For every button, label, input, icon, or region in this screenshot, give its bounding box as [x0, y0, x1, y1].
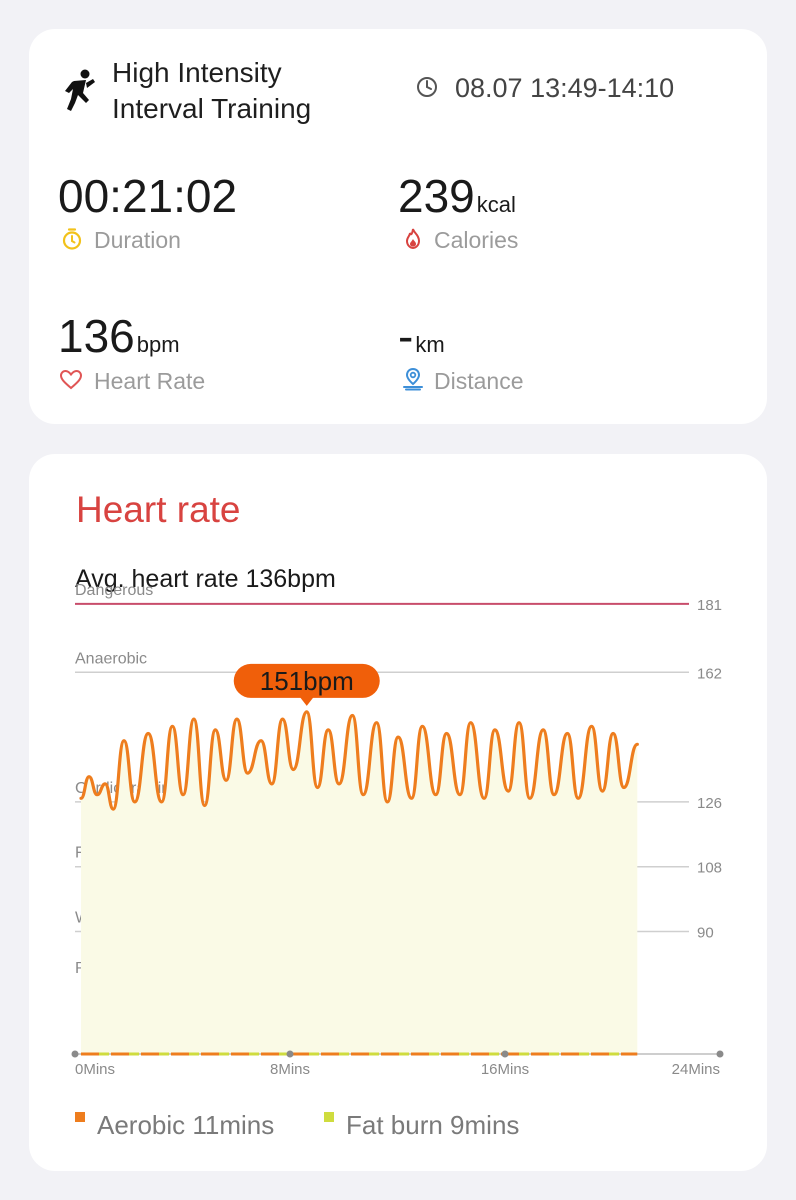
peak-tooltip: 151bpm [233, 663, 380, 706]
x-tick-dot [286, 1050, 294, 1058]
x-tick-label: 24Mins [672, 1061, 720, 1078]
calories-number: 239 [398, 170, 475, 222]
heart-rate-card: Heart rate Avg. heart rate 136bpm 181 Dan… [29, 454, 767, 1171]
heart-rate-line [79, 710, 639, 811]
legend-swatch-aerobic [75, 1112, 85, 1122]
workout-summary-card: High Intensity Interval Training 08.07 1… [29, 29, 767, 424]
heart-rate-label: Heart Rate [94, 368, 206, 394]
x-tick-label: 8Mins [270, 1061, 310, 1078]
zone-threshold-126: 126 [697, 795, 722, 812]
workout-time-range: 08.07 13:49-14:10 [455, 73, 675, 103]
zone-label-dangerous: Dangerous [75, 582, 153, 599]
x-tick-dot [501, 1050, 509, 1058]
location-pin-icon [403, 367, 423, 391]
peak-tooltip-bubble [233, 663, 380, 698]
calories-label: Calories [434, 227, 519, 253]
peak-tooltip-text: 151bpm [260, 666, 354, 696]
heart-rate-title: Heart rate [76, 489, 241, 530]
chart-area-fill [81, 711, 638, 1054]
x-tick-dot [716, 1050, 724, 1058]
zone-threshold-90: 90 [697, 925, 714, 942]
distance-label: Distance [434, 368, 524, 394]
calories-unit: kcal [476, 192, 516, 217]
clock-icon [417, 77, 437, 97]
legend-swatch-fat-burn [324, 1112, 334, 1122]
heart-rate-number: 136 [58, 310, 135, 362]
zone-label-anaerobic: Anaerobic [75, 650, 147, 667]
chart-fill [81, 711, 638, 1054]
legend-fat-burn: Fat burn 9mins [346, 1110, 520, 1140]
peak-tooltip-pointer [299, 696, 314, 706]
legend-aerobic: Aerobic 11mins [97, 1110, 275, 1140]
workout-title: High Intensity Interval Training [112, 55, 372, 127]
workout-title-line1: High Intensity [112, 57, 282, 88]
x-tick-label: 0Mins [75, 1061, 115, 1078]
x-tick-dot [71, 1050, 79, 1058]
running-person-icon [65, 69, 95, 111]
heart-rate-value: 136bpm [58, 311, 180, 370]
distance-value: -km [398, 311, 445, 370]
calories-value: 239kcal [398, 171, 516, 230]
heart-rate-unit: bpm [136, 332, 180, 357]
distance-number: - [398, 310, 414, 362]
distance-unit: km [415, 332, 445, 357]
average-heart-rate: Avg. heart rate 136bpm [75, 565, 336, 593]
heart-rate-line-group [79, 710, 639, 811]
heart-icon [59, 369, 83, 390]
zone-threshold-162: 162 [697, 665, 722, 682]
stopwatch-icon [62, 228, 82, 250]
workout-title-line2: Interval Training [112, 93, 312, 124]
duration-number: 00:21:02 [58, 170, 238, 222]
duration-label: Duration [94, 227, 181, 253]
duration-value: 00:21:02 [58, 171, 237, 221]
zone-threshold-181: 181 [697, 597, 722, 614]
x-axis: 0Mins 8Mins 16Mins 24Mins [71, 1050, 724, 1078]
flame-icon [405, 228, 421, 250]
zone-threshold-108: 108 [697, 860, 722, 877]
x-tick-label: 16Mins [481, 1061, 529, 1078]
